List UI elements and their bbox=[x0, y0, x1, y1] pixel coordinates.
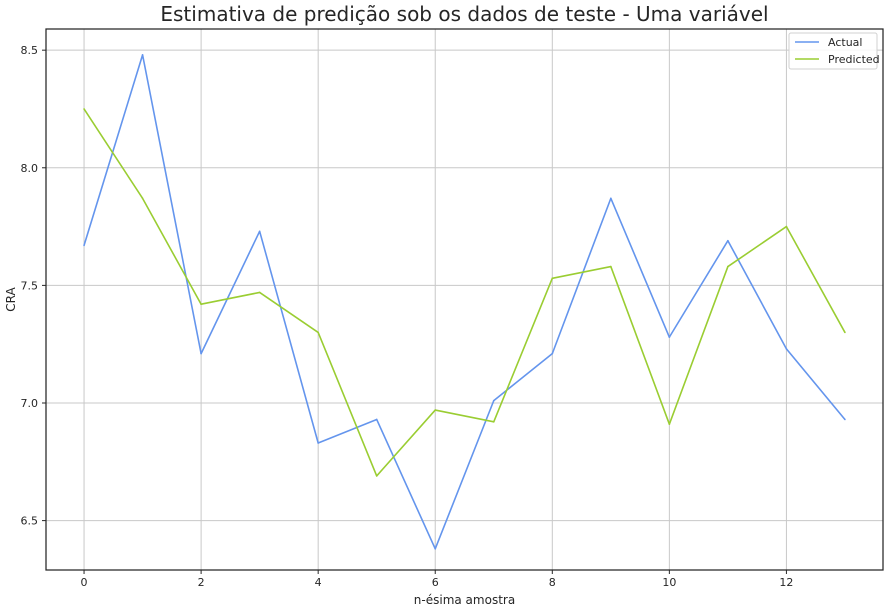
data-point-predicted bbox=[492, 421, 495, 423]
data-point-predicted bbox=[83, 108, 85, 110]
x-tick-label: 10 bbox=[662, 576, 676, 589]
data-point-predicted bbox=[610, 265, 612, 268]
data-point-actual bbox=[551, 352, 554, 355]
y-tick-label: 7.5 bbox=[21, 279, 39, 292]
data-point-actual bbox=[785, 348, 788, 350]
data-point-predicted bbox=[785, 225, 788, 228]
x-tick-label: 6 bbox=[432, 576, 439, 589]
data-point-predicted bbox=[258, 291, 261, 294]
legend-label-actual: Actual bbox=[828, 36, 862, 49]
y-tick-label: 8.5 bbox=[21, 44, 39, 57]
x-tick-label: 8 bbox=[549, 576, 556, 589]
x-tick-label: 0 bbox=[81, 576, 88, 589]
data-point-predicted bbox=[668, 423, 671, 425]
series-line-predicted bbox=[83, 108, 846, 477]
data-point-actual bbox=[200, 352, 202, 355]
legend-label-predicted: Predicted bbox=[828, 53, 880, 66]
data-point-actual bbox=[492, 399, 495, 402]
data-point-predicted bbox=[727, 265, 729, 268]
data-point-predicted bbox=[375, 475, 378, 477]
y-tick-label: 7.0 bbox=[21, 397, 39, 410]
data-point-predicted bbox=[434, 409, 437, 411]
data-point-actual bbox=[141, 54, 144, 56]
data-point-actual bbox=[375, 418, 378, 421]
y-axis-label: CRA bbox=[4, 286, 18, 311]
data-point-actual bbox=[668, 336, 671, 338]
data-point-predicted bbox=[551, 277, 554, 280]
y-tick-label: 8.0 bbox=[21, 162, 39, 175]
legend: Actual Predicted bbox=[788, 32, 880, 70]
data-point-predicted bbox=[844, 331, 846, 334]
series-line-actual bbox=[83, 54, 846, 550]
data-point-predicted bbox=[317, 331, 319, 334]
data-point-actual bbox=[434, 548, 437, 550]
data-point-actual bbox=[83, 244, 85, 247]
x-axis-ticks: 0 2 4 6 8 10 12 bbox=[81, 570, 793, 589]
series-lines bbox=[83, 54, 846, 550]
data-point-predicted bbox=[141, 197, 144, 200]
data-point-actual bbox=[317, 442, 319, 444]
data-point-actual bbox=[844, 418, 846, 421]
plot-frame bbox=[45, 28, 884, 571]
x-tick-label: 12 bbox=[779, 576, 793, 589]
x-tick-label: 2 bbox=[198, 576, 205, 589]
chart-title: Estimativa de predição sob os dados de t… bbox=[160, 2, 768, 26]
data-point-actual bbox=[727, 239, 729, 242]
grid-lines bbox=[46, 29, 883, 570]
data-point-actual bbox=[610, 197, 612, 200]
x-tick-label: 4 bbox=[315, 576, 322, 589]
data-point-predicted bbox=[200, 303, 202, 306]
y-tick-label: 6.5 bbox=[21, 515, 39, 528]
x-axis-label: n-ésima amostra bbox=[414, 593, 515, 607]
data-point-actual bbox=[258, 230, 261, 233]
y-axis-ticks: 6.5 7.0 7.5 8.0 8.5 bbox=[21, 44, 46, 528]
